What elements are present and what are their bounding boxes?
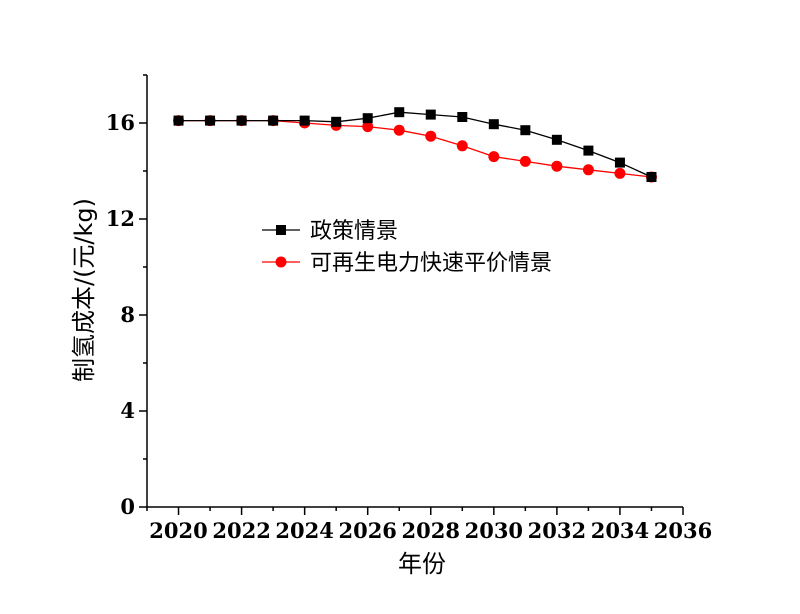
legend-label-renewable: 可再生电力快速平价情景 [310,251,552,276]
data-point-policy [268,115,279,126]
data-point-renewable [551,160,563,172]
data-point-renewable [425,130,437,142]
x-tick-label: 2024 [275,518,333,543]
legend: 政策情景 可再生电力快速平价情景 [262,219,552,276]
data-point-renewable [362,121,374,133]
series-line-renewable [178,119,652,178]
data-point-renewable [519,155,531,167]
legend-label-policy: 政策情景 [310,219,398,244]
axes [146,75,683,508]
x-tick-label: 2030 [465,518,523,543]
y-axis-title: 制氢成本/(元/kg) [70,198,98,382]
data-point-policy [425,109,436,120]
series-line-policy [178,111,652,178]
data-point-renewable [456,140,468,152]
legend-marker-policy [276,225,286,235]
y-tick-label: 12 [106,206,135,231]
legend-item-policy: 政策情景 [262,219,398,244]
x-tick-label: 2034 [591,518,649,543]
y-tick-label: 8 [120,302,135,327]
data-point-policy [299,115,310,126]
series-layer [173,107,657,183]
legend-marker-renewable [275,256,287,268]
legend-item-renewable: 可再生电力快速平价情景 [262,251,552,276]
data-point-policy [173,115,184,126]
data-point-renewable [614,167,626,179]
data-point-renewable [488,151,500,163]
data-point-policy [646,172,657,182]
x-tick-label: 2022 [212,518,270,543]
y-ticks: 0 4 8 12 16 [106,74,147,519]
data-point-policy [583,145,594,156]
data-point-policy [362,113,373,124]
x-tick-label: 2020 [149,518,207,543]
y-tick-label: 4 [120,398,135,423]
data-point-policy [331,116,342,127]
data-point-policy [614,157,625,168]
x-tick-label: 2032 [528,518,586,543]
x-tick-label: 2026 [338,518,396,543]
x-ticks: 2020 2022 2024 2026 2028 2030 2032 2034 2036 [146,507,712,543]
data-point-policy [394,107,405,118]
x-tick-label: 2036 [654,518,712,543]
data-point-policy [551,134,562,145]
data-point-renewable [582,164,594,176]
data-point-policy [520,125,531,136]
series-policy [173,107,657,182]
y-tick-label: 0 [120,494,135,519]
x-axis-title: 年份 [398,550,446,578]
data-point-policy [488,119,499,130]
y-tick-label: 16 [106,110,135,135]
data-point-policy [457,112,468,122]
data-point-policy [205,115,216,126]
x-tick-label: 2028 [402,518,460,543]
data-point-policy [236,115,247,126]
data-point-renewable [393,124,405,136]
